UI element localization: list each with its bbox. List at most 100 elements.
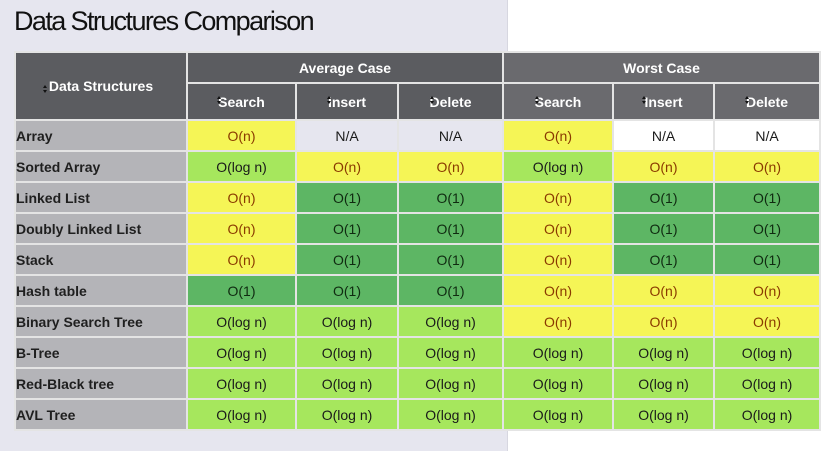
complexity-cell-avg-delete: O(log n)	[397, 398, 504, 431]
complexity-cell-avg-insert: O(log n)	[295, 367, 399, 400]
complexity-cell-avg-search: O(n)	[186, 243, 297, 276]
complexity-cell-worst-delete: O(n)	[713, 150, 821, 183]
complexity-cell-worst-delete: O(n)	[713, 274, 821, 307]
column-header-worst-search[interactable]: Search	[502, 82, 614, 121]
complexity-cell-worst-insert: O(1)	[612, 212, 715, 245]
group-header-average-case: Average Case	[186, 51, 504, 84]
complexity-cell-worst-delete: O(log n)	[713, 398, 821, 431]
table-row: Binary Search Tree O(log n) O(log n) O(log …	[14, 305, 821, 338]
complexity-cell-worst-delete: O(1)	[713, 181, 821, 214]
complexity-cell-worst-delete: O(1)	[713, 243, 821, 276]
complexity-cell-avg-insert: N/A	[295, 119, 399, 152]
complexity-cell-worst-search: O(log n)	[502, 398, 614, 431]
complexity-cell-worst-delete: O(n)	[713, 305, 821, 338]
complexity-cell-avg-search: O(n)	[186, 181, 297, 214]
complexity-cell-worst-search: O(log n)	[502, 367, 614, 400]
complexity-cell-worst-insert: O(n)	[612, 150, 715, 183]
complexity-cell-avg-delete: O(log n)	[397, 367, 504, 400]
table-row: Doubly Linked List O(n) O(1) O(1) O(n) O(1) O(…	[14, 212, 821, 245]
column-header-label: Search	[218, 93, 265, 110]
complexity-cell-worst-insert: O(1)	[612, 243, 715, 276]
table-row: Sorted Array O(log n) O(n) O(n) O(log n) O(n)…	[14, 150, 821, 183]
complexity-cell-avg-delete: O(n)	[397, 150, 504, 183]
column-header-avg-insert[interactable]: Insert	[295, 82, 399, 121]
row-label: Array	[14, 119, 188, 152]
complexity-cell-avg-search: O(1)	[186, 274, 297, 307]
complexity-cell-avg-insert: O(1)	[295, 243, 399, 276]
comparison-table: Data Structures Average Case Worst Case …	[14, 51, 821, 431]
sort-icon[interactable]	[429, 96, 436, 105]
complexity-cell-worst-search: O(n)	[502, 305, 614, 338]
complexity-cell-worst-insert: O(log n)	[612, 398, 715, 431]
complexity-cell-avg-insert: O(1)	[295, 212, 399, 245]
complexity-cell-worst-insert: O(n)	[612, 305, 715, 338]
complexity-cell-avg-search: O(log n)	[186, 398, 297, 431]
complexity-cell-avg-delete: N/A	[397, 119, 504, 152]
column-header-label: Data Structures	[48, 78, 154, 94]
complexity-cell-worst-search: O(n)	[502, 212, 614, 245]
complexity-cell-avg-delete: O(log n)	[397, 305, 504, 338]
complexity-cell-worst-delete: O(log n)	[713, 336, 821, 369]
complexity-cell-worst-delete: N/A	[713, 119, 821, 152]
row-label: Doubly Linked List	[14, 212, 188, 245]
complexity-cell-avg-delete: O(1)	[397, 243, 504, 276]
table-row: Stack O(n) O(1) O(1) O(n) O(1) O(1)	[14, 243, 821, 276]
sort-icon[interactable]	[641, 96, 648, 105]
complexity-cell-avg-insert: O(1)	[295, 181, 399, 214]
column-header-avg-search[interactable]: Search	[186, 82, 297, 121]
table-header: Data Structures Average Case Worst Case …	[14, 51, 821, 121]
column-header-label: Search	[534, 93, 582, 110]
table-row: AVL Tree O(log n) O(log n) O(log n) O(log n)…	[14, 398, 821, 431]
complexity-cell-worst-search: O(log n)	[502, 336, 614, 369]
complexity-cell-avg-search: O(log n)	[186, 367, 297, 400]
table-row: Array O(n) N/A N/A O(n) N/A N/A	[14, 119, 821, 152]
complexity-cell-worst-search: O(n)	[502, 274, 614, 307]
row-label: Sorted Array	[14, 150, 188, 183]
complexity-cell-worst-delete: O(log n)	[713, 367, 821, 400]
complexity-cell-avg-insert: O(log n)	[295, 398, 399, 431]
column-header-avg-delete[interactable]: Delete	[397, 82, 504, 121]
complexity-cell-avg-delete: O(1)	[397, 274, 504, 307]
sort-icon[interactable]	[744, 96, 751, 105]
row-label: AVL Tree	[14, 398, 188, 431]
column-header-label: Insert	[644, 93, 683, 110]
column-header-label: Insert	[327, 93, 367, 110]
complexity-cell-avg-search: O(log n)	[186, 150, 297, 183]
page-title: Data Structures Comparison	[14, 6, 315, 36]
sort-icon[interactable]	[326, 96, 333, 105]
complexity-cell-avg-search: O(log n)	[186, 305, 297, 338]
complexity-cell-worst-search: O(n)	[502, 119, 614, 152]
table-row: B-Tree O(log n) O(log n) O(log n) O(log n) O(…	[14, 336, 821, 369]
complexity-cell-worst-insert: O(log n)	[612, 367, 715, 400]
column-header-data-structures[interactable]: Data Structures	[14, 51, 188, 121]
table-row: Linked List O(n) O(1) O(1) O(n) O(1) O(1)	[14, 181, 821, 214]
table-row: Hash table O(1) O(1) O(1) O(n) O(n) O(n)	[14, 274, 821, 307]
row-label: Linked List	[14, 181, 188, 214]
group-header-worst-case: Worst Case	[502, 51, 821, 84]
row-label: Stack	[14, 243, 188, 276]
complexity-cell-worst-search: O(log n)	[502, 150, 614, 183]
column-header-worst-delete[interactable]: Delete	[713, 82, 821, 121]
table-body: Array O(n) N/A N/A O(n) N/A N/A Sorted Array O(l…	[14, 119, 821, 431]
complexity-cell-worst-insert: O(log n)	[612, 336, 715, 369]
complexity-cell-avg-delete: O(1)	[397, 181, 504, 214]
column-header-label: Delete	[429, 93, 472, 110]
row-label: B-Tree	[14, 336, 188, 369]
complexity-cell-avg-insert: O(1)	[295, 274, 399, 307]
sort-icon[interactable]	[42, 85, 49, 94]
complexity-cell-avg-insert: O(n)	[295, 150, 399, 183]
complexity-cell-avg-insert: O(log n)	[295, 336, 399, 369]
table-row: Red-Black tree O(log n) O(log n) O(log n) O(…	[14, 367, 821, 400]
complexity-cell-avg-search: O(n)	[186, 119, 297, 152]
sort-icon[interactable]	[534, 96, 541, 105]
complexity-cell-avg-search: O(n)	[186, 212, 297, 245]
complexity-cell-avg-delete: O(1)	[397, 212, 504, 245]
column-header-worst-insert[interactable]: Insert	[612, 82, 715, 121]
sort-icon[interactable]	[216, 96, 223, 105]
column-header-label: Delete	[745, 93, 789, 110]
complexity-cell-avg-delete: O(log n)	[397, 336, 504, 369]
row-label: Hash table	[14, 274, 188, 307]
complexity-cell-worst-insert: N/A	[612, 119, 715, 152]
row-label: Binary Search Tree	[14, 305, 188, 338]
complexity-cell-worst-search: O(n)	[502, 243, 614, 276]
